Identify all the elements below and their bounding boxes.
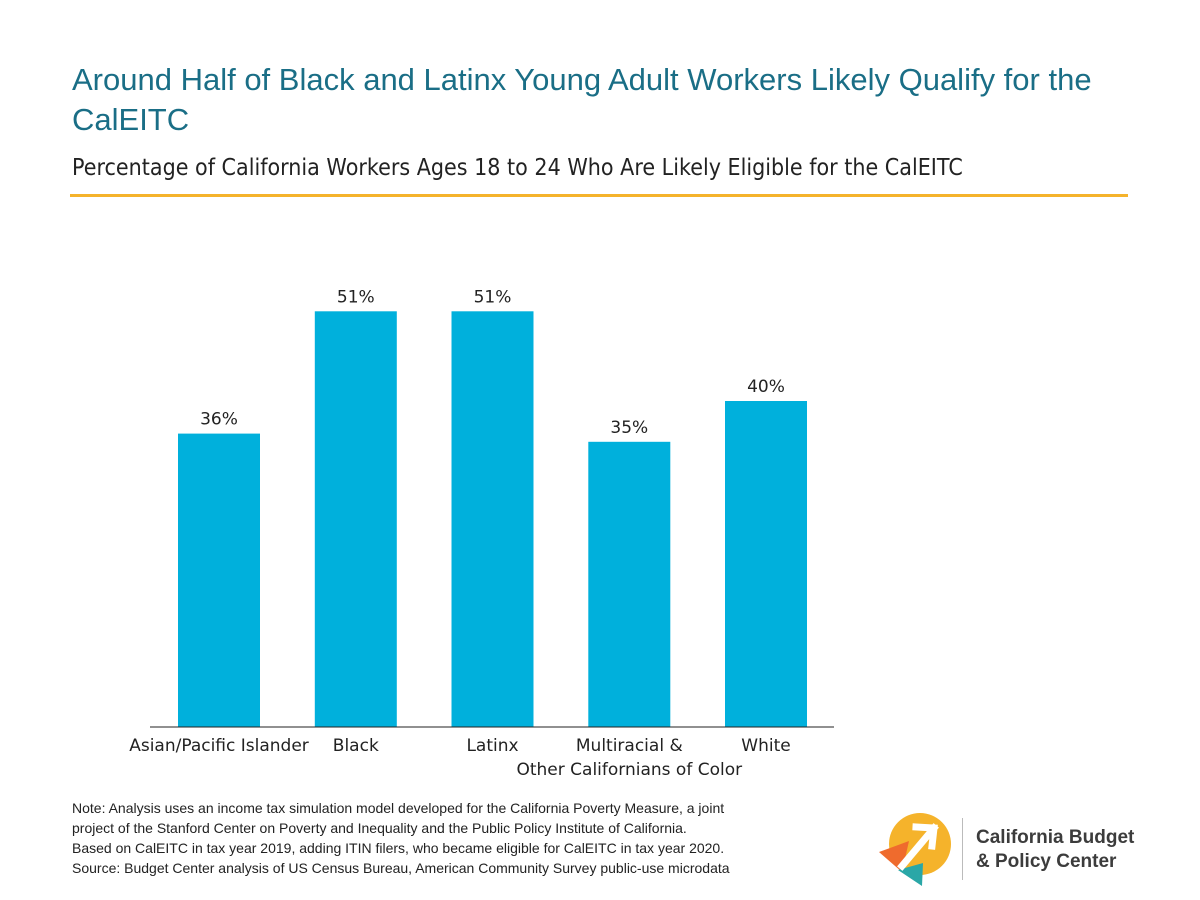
category-label: White <box>741 736 790 756</box>
category-label: Multiracial & <box>576 736 683 756</box>
category-label: Other Californians of Color <box>516 760 742 780</box>
value-label: 36% <box>200 410 238 430</box>
note-line: Based on CalEITC in tax year 2019, addin… <box>72 840 725 856</box>
bar <box>451 311 534 727</box>
note-line: Source: Budget Center analysis of US Cen… <box>72 860 730 876</box>
logo-wordmark: California Budget & Policy Center <box>976 826 1134 874</box>
california-budget-logo-icon <box>879 813 951 886</box>
chart-subtitle: Percentage of California Workers Ages 18… <box>72 155 963 181</box>
note-line: Note: Analysis uses an income tax simula… <box>72 800 725 816</box>
bar <box>588 441 671 728</box>
bar <box>725 401 807 727</box>
value-label: 40% <box>747 377 785 397</box>
category-label: Black <box>333 736 379 756</box>
logo-line-1: California Budget <box>976 827 1135 848</box>
chart-title: Around Half of Black and Latinx Young Ad… <box>72 62 1092 137</box>
value-label: 51% <box>474 287 512 307</box>
note-line: project of the Stanford Center on Povert… <box>72 820 687 836</box>
logo-line-2: & Policy Center <box>976 851 1117 872</box>
category-label: Asian/Pacific Islander <box>129 736 309 756</box>
title-divider <box>70 194 1128 197</box>
chart-note: Note: Analysis uses an income tax simula… <box>72 798 872 878</box>
value-label: 35% <box>610 418 648 438</box>
category-label: Latinx <box>466 736 518 756</box>
bar <box>314 311 397 727</box>
bar <box>178 433 260 727</box>
value-label: 51% <box>337 287 375 307</box>
logo-divider <box>962 818 963 880</box>
logo-arrow-icon <box>897 823 939 871</box>
bar-chart: 36% Asian/Pacific Islander 51% Black 51% Lati… <box>129 287 834 780</box>
